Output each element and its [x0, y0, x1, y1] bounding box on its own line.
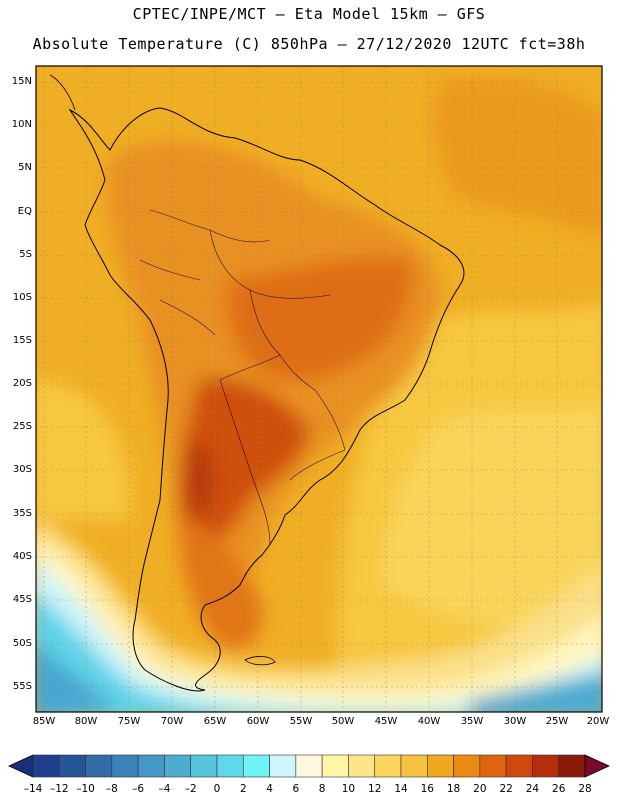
map-title-line1: CPTEC/INPE/MCT – Eta Model 15km – GFS [132, 5, 486, 23]
colorbar-swatch [216, 754, 244, 778]
lat-label: 35S [12, 508, 32, 519]
colorbar-tick-label: –14 [23, 783, 43, 795]
lat-label: 25S [12, 421, 32, 432]
colorbar-swatch [426, 754, 454, 778]
colorbar-under-arrow [8, 754, 34, 778]
lat-label: EQ [17, 206, 32, 217]
country-borders [139, 209, 346, 546]
lon-label: 80W [74, 716, 98, 727]
lat-label: 20S [12, 378, 32, 389]
colorbar-swatch [374, 754, 402, 778]
lon-label: 25W [545, 716, 569, 727]
colorbar-tick-label: 6 [292, 783, 300, 795]
colorbar-swatch [295, 754, 323, 778]
colorbar-swatch [558, 754, 586, 778]
colorbar-swatch [321, 754, 349, 778]
lat-label: 50S [12, 638, 32, 649]
lon-label: 75W [117, 716, 141, 727]
lat-label: 45S [12, 594, 32, 605]
colorbar-swatch [190, 754, 218, 778]
colorbar-tick-label: 4 [266, 783, 273, 795]
lon-label: 70W [160, 716, 184, 727]
colorbar-tick-label: 8 [318, 783, 326, 795]
colorbar-swatch [348, 754, 376, 778]
colorbar-tick-label: –8 [105, 783, 118, 795]
lat-label: 5S [19, 249, 32, 260]
colorbar-over-arrow [584, 754, 610, 778]
colorbar-swatch [505, 754, 533, 778]
colorbar-tick-label: –4 [158, 783, 171, 795]
colorbar-tick-label: –10 [76, 783, 95, 795]
lat-label: 5N [18, 162, 32, 173]
colorbar-swatch [137, 754, 165, 778]
colorbar-swatch [532, 754, 560, 778]
map-title-line2: Absolute Temperature (C) 850hPa – 27/12/… [32, 35, 586, 53]
colorbar-swatch [32, 754, 60, 778]
lon-label: 60W [246, 716, 270, 727]
colorbar-swatch [479, 754, 507, 778]
lat-label: 55S [12, 681, 32, 692]
colorbar-tick-label: 28 [578, 783, 592, 795]
lon-label: 20W [586, 716, 610, 727]
colorbar-tick-label: 12 [368, 783, 382, 795]
colorbar-tick-label: 14 [394, 783, 408, 795]
lat-label: 10S [12, 292, 32, 303]
colorbar-swatch [453, 754, 481, 778]
lon-label: 85W [32, 716, 56, 727]
lon-label: 40W [417, 716, 441, 727]
colorbar-tick-label: 18 [446, 783, 461, 795]
south-america-coastline [68, 107, 465, 692]
lat-label: 15S [12, 335, 32, 346]
colorbar-tick-label: 26 [552, 783, 566, 795]
colorbar [8, 754, 610, 778]
colorbar-swatch [111, 754, 139, 778]
lat-label: 40S [12, 551, 32, 562]
colorbar-swatch [85, 754, 113, 778]
colorbar-swatch [164, 754, 192, 778]
colorbar-tick-label: 24 [525, 783, 540, 795]
colorbar-swatch [58, 754, 86, 778]
lon-label: 50W [331, 716, 355, 727]
lon-label: 30W [503, 716, 527, 727]
colorbar-tick-label: 16 [420, 783, 434, 795]
colorbar-tick-label: 2 [239, 783, 247, 795]
temperature-field [36, 66, 602, 712]
colorbar-tick-label: 0 [213, 783, 221, 795]
colorbar-tick-label: 22 [499, 783, 513, 795]
colorbar-swatch [269, 754, 297, 778]
lat-label: 15N [11, 76, 32, 87]
colorbar-tick-label: 20 [473, 783, 487, 795]
colorbar-swatch [400, 754, 428, 778]
lat-label: 10N [11, 119, 32, 130]
colorbar-tick-label: –2 [184, 783, 197, 795]
lon-label: 35W [460, 716, 484, 727]
lat-lon-grid [36, 66, 602, 712]
colorbar-tick-label: 10 [341, 783, 356, 795]
lon-label: 55W [289, 716, 313, 727]
colorbar-tick-label: –6 [132, 783, 145, 795]
lon-label: 45W [374, 716, 398, 727]
lat-label: 30S [12, 464, 32, 475]
colorbar-tick-label: –12 [49, 783, 69, 795]
lon-label: 65W [203, 716, 227, 727]
colorbar-swatch [242, 754, 270, 778]
